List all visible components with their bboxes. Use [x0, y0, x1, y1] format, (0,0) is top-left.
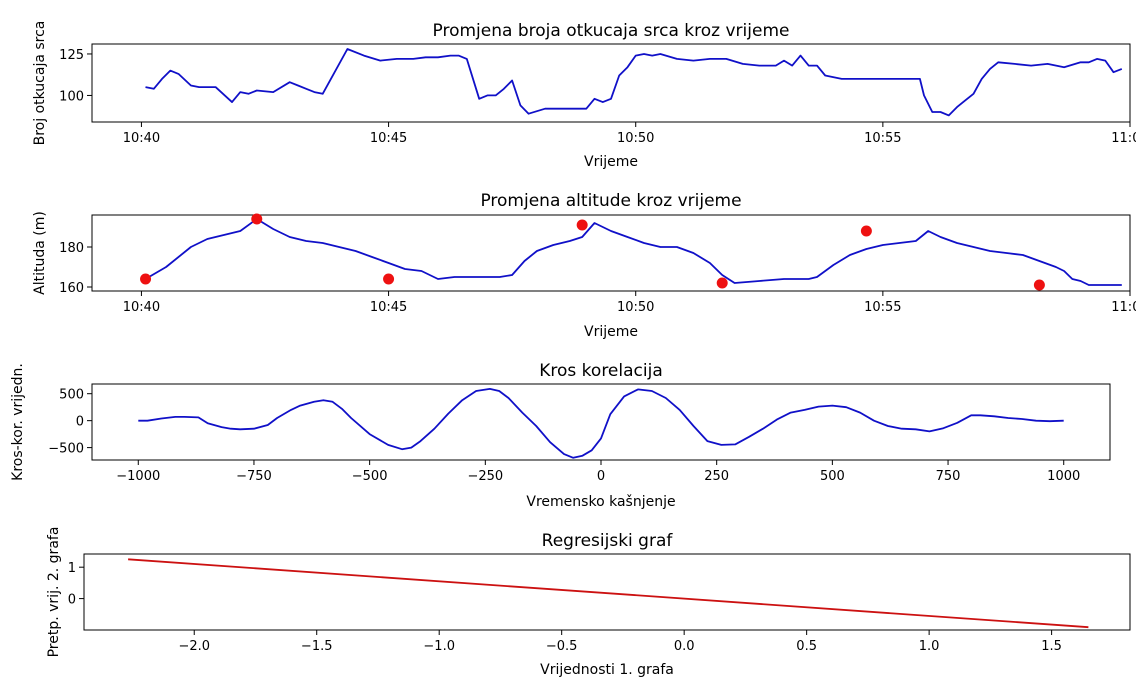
- x-axis-label: Vremensko kašnjenje: [526, 494, 675, 510]
- x-tick-label: 1000: [1047, 469, 1080, 484]
- x-tick-label: 1.0: [919, 639, 940, 654]
- chart-title: Regresijski graf: [542, 531, 674, 551]
- series-line-1: [128, 558, 1089, 629]
- peak-marker: [716, 277, 728, 289]
- x-tick-label: 500: [820, 469, 845, 484]
- peak-marker: [860, 225, 872, 237]
- x-tick-label: 0.0: [674, 639, 695, 654]
- peak-marker: [1033, 279, 1045, 291]
- x-tick-label: −250: [467, 469, 503, 484]
- y-tick-label: 0: [76, 415, 84, 430]
- x-tick-label: 11:00: [1111, 131, 1136, 146]
- chart-panel-4: Regresijski graf Vrijednosti 1. grafa Pret…: [46, 527, 1131, 678]
- series-line-1: [138, 387, 1064, 459]
- x-tick-label: 10:45: [370, 300, 407, 315]
- peak-marker: [576, 219, 588, 231]
- x-tick-label: 1.5: [1041, 639, 1062, 654]
- x-tick-label: 10:45: [370, 131, 407, 146]
- y-axis-label: Pretp. vrij. 2. grafa: [46, 527, 62, 658]
- x-tick-label: −0.5: [546, 639, 578, 654]
- y-tick-label: 1: [68, 561, 76, 576]
- y-tick-label: 500: [59, 388, 84, 403]
- y-tick-label: 180: [59, 241, 84, 256]
- x-tick-label: −1000: [116, 469, 160, 484]
- x-tick-label: 10:40: [123, 131, 160, 146]
- peak-marker: [251, 213, 263, 225]
- x-tick-label: 0: [597, 469, 605, 484]
- chart-title: Promjena altitude kroz vrijeme: [480, 191, 741, 211]
- x-tick-label: −750: [236, 469, 272, 484]
- y-tick-label: −500: [48, 442, 84, 457]
- x-tick-label: −1.0: [423, 639, 455, 654]
- x-axis-label: Vrijeme: [584, 154, 638, 170]
- x-tick-label: 10:40: [123, 300, 160, 315]
- x-tick-label: −1.5: [301, 639, 333, 654]
- x-axis-label: Vrijeme: [584, 324, 638, 340]
- chart-panel-1: Promjena broja otkucaja srca kroz vrijem…: [32, 21, 1136, 170]
- chart-title: Kros korelacija: [539, 361, 663, 381]
- series-line-1: [145, 218, 1122, 286]
- y-tick-label: 160: [59, 281, 84, 296]
- plot-frame: [91, 214, 1131, 292]
- y-tick-label: 100: [59, 89, 84, 104]
- plot-frame: [91, 43, 1131, 123]
- peak-marker: [140, 273, 152, 285]
- series-line-1: [145, 48, 1123, 117]
- plot-frame: [83, 553, 1131, 631]
- y-tick-label: 125: [59, 48, 84, 63]
- x-tick-label: −2.0: [178, 639, 210, 654]
- x-tick-label: 250: [704, 469, 729, 484]
- x-tick-label: −500: [352, 469, 388, 484]
- chart-panel-2: Promjena altitude kroz vrijeme Vrijeme Alt…: [32, 191, 1136, 340]
- x-tick-label: 10:50: [617, 131, 654, 146]
- y-tick-label: 0: [68, 593, 76, 608]
- x-axis-label: Vrijednosti 1. grafa: [540, 662, 674, 678]
- y-axis-label: Altituda (m): [32, 211, 48, 295]
- x-tick-label: 10:50: [617, 300, 654, 315]
- chart-panel-3: Kros korelacija Vremensko kašnjenje Kros-k…: [10, 361, 1111, 510]
- x-tick-label: 10:55: [864, 300, 901, 315]
- x-tick-label: 750: [936, 469, 961, 484]
- x-tick-label: 0.5: [796, 639, 817, 654]
- x-tick-label: 10:55: [864, 131, 901, 146]
- chart-title: Promjena broja otkucaja srca kroz vrijem…: [433, 21, 790, 41]
- peak-marker: [383, 273, 395, 285]
- y-axis-label: Kros-kor. vrijedn.: [10, 363, 26, 481]
- y-axis-label: Broj otkucaja srca: [32, 21, 48, 146]
- x-tick-label: 11:00: [1111, 300, 1136, 315]
